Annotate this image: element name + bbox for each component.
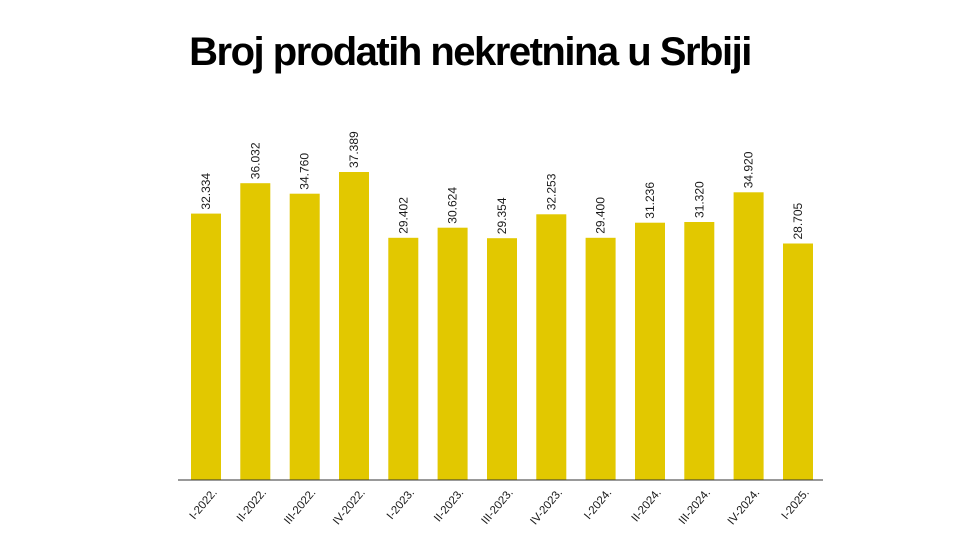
bar-11 [684, 222, 715, 480]
bar-6 [437, 227, 468, 480]
category-label-4: IV-2022. [331, 487, 368, 528]
value-label-5: 29.402 [396, 197, 410, 234]
category-label-13: I-2025. [780, 487, 812, 522]
value-label-8: 32.253 [544, 173, 558, 210]
bar-10 [635, 222, 665, 480]
value-label-7: 29.354 [495, 197, 509, 234]
category-label-6: II-2023. [432, 487, 466, 525]
chart-title: Broj prodatih nekretnina u Srbiji [189, 30, 752, 74]
bar-13 [783, 243, 813, 480]
category-label-8: IV-2023. [528, 487, 565, 528]
category-label-5: I-2023. [385, 487, 417, 522]
bars-layer [191, 172, 813, 481]
bar-4 [339, 172, 369, 480]
category-label-12: IV-2024. [726, 487, 763, 528]
value-label-6: 30.624 [446, 187, 460, 224]
value-label-12: 34.920 [742, 151, 756, 188]
category-label-11: III-2024. [677, 487, 713, 527]
bar-1 [191, 213, 221, 480]
bar-9 [585, 237, 616, 480]
bar-5 [388, 237, 419, 480]
bar-3 [289, 193, 320, 480]
category-label-3: III-2022. [282, 487, 318, 527]
value-label-10: 31.236 [643, 182, 657, 219]
category-label-10: II-2024. [630, 487, 664, 525]
tick-labels-layer: I-2022. II-2022. III-2022. IV-2022. I-2023. I… [188, 487, 812, 528]
value-labels-layer: 32.334 36.032 34.760 37.389 29.402 30.624 29.3… [199, 131, 805, 240]
value-label-11: 31.320 [692, 181, 706, 218]
value-label-3: 34.760 [298, 153, 312, 190]
bar-8 [536, 214, 567, 481]
value-label-1: 32.334 [199, 173, 213, 210]
category-label-9: I-2024. [582, 487, 614, 522]
bar-2 [240, 183, 271, 480]
value-label-4: 37.389 [347, 131, 361, 168]
bar-7 [487, 238, 517, 480]
value-label-2: 36.032 [248, 142, 262, 179]
category-label-7: III-2023. [479, 487, 515, 527]
value-label-13: 28.705 [791, 202, 805, 239]
category-label-2: II-2022. [235, 487, 269, 525]
bar-12 [733, 192, 764, 481]
category-label-1: I-2022. [188, 487, 220, 522]
value-label-9: 29.400 [594, 197, 608, 234]
